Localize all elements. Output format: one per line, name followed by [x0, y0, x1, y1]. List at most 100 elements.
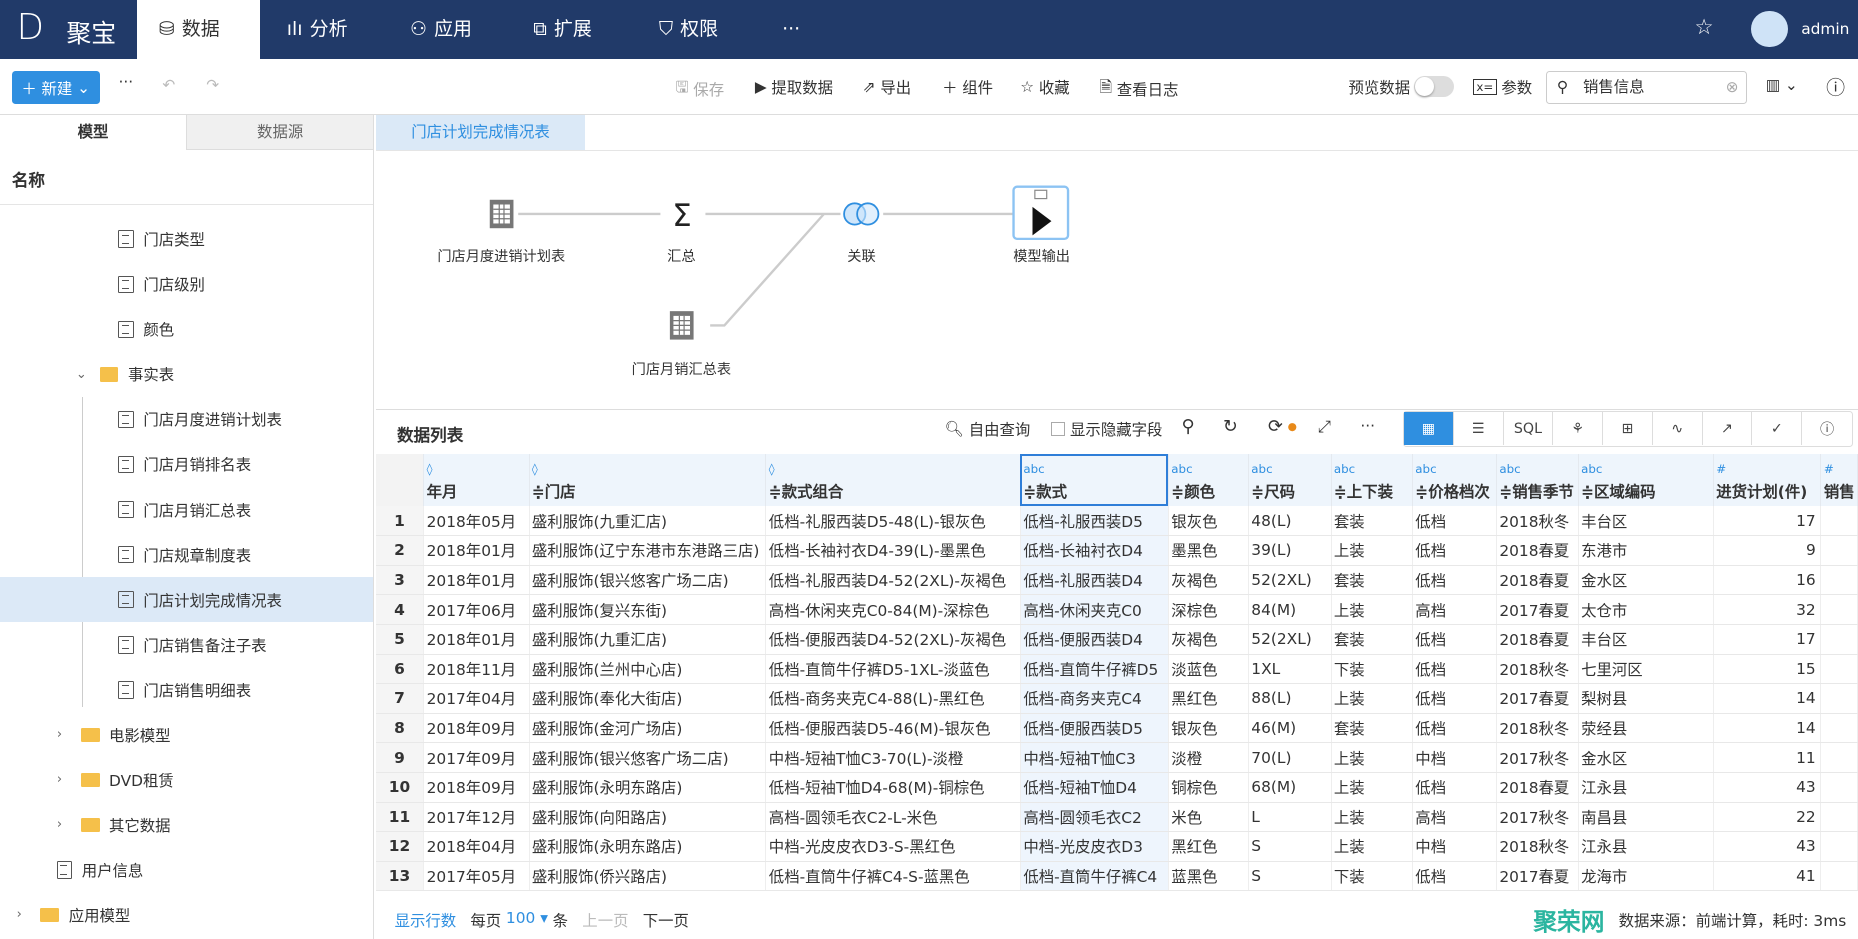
table-cell[interactable]: 2017年06月: [423, 594, 530, 625]
table-cell[interactable]: 低档-直筒牛仔裤C4: [1020, 861, 1169, 892]
table-cell[interactable]: 黑红色: [1168, 683, 1249, 714]
chevron-right-icon[interactable]: ›: [56, 772, 63, 788]
table-cell[interactable]: 22: [1713, 802, 1822, 833]
tree-view-icon[interactable]: ⊞: [1603, 412, 1653, 446]
pulse-icon[interactable]: ∿: [1653, 412, 1703, 446]
column-header[interactable]: abc ≑销售季节: [1496, 453, 1579, 506]
table-cell[interactable]: 江永县: [1578, 772, 1714, 803]
table-cell[interactable]: [1820, 565, 1858, 596]
table-cell[interactable]: 铜棕色: [1168, 772, 1249, 803]
layout-button[interactable]: ▥ ⌄: [1766, 76, 1798, 94]
table-cell[interactable]: 2017春夏: [1496, 594, 1579, 625]
table-cell[interactable]: 低档-直筒牛仔裤C4-S-蓝黑色: [765, 861, 1021, 892]
table-cell[interactable]: 蓝黑色: [1168, 861, 1249, 892]
table-cell[interactable]: 41: [1713, 861, 1822, 892]
column-header[interactable]: ◊ ≑款式组合: [765, 453, 1021, 506]
tree-item[interactable]: 门店类型: [0, 217, 373, 262]
table-cell[interactable]: 2018春夏: [1496, 772, 1579, 803]
tab-model[interactable]: 模型: [77, 122, 109, 141]
table-cell[interactable]: 2018年01月: [423, 535, 530, 566]
table-cell[interactable]: 中档: [1412, 742, 1497, 773]
table-cell[interactable]: 52(2XL): [1248, 624, 1332, 655]
table-cell[interactable]: 盛利服饰(银兴悠客广场二店): [529, 742, 767, 773]
table-cell[interactable]: 32: [1713, 594, 1822, 625]
table-cell[interactable]: 低档-礼服西装D4-52(2XL)-灰褐色: [765, 565, 1021, 596]
table-cell[interactable]: 2018年09月: [423, 772, 530, 803]
table-cell[interactable]: 2017秋冬: [1496, 802, 1579, 833]
table-cell[interactable]: 2018秋冬: [1496, 831, 1579, 862]
check-icon[interactable]: ✓: [1752, 412, 1803, 446]
table-cell[interactable]: 太仓市: [1578, 594, 1714, 625]
trend-icon[interactable]: ↗: [1703, 412, 1753, 446]
table-cell[interactable]: 黑红色: [1168, 831, 1249, 862]
sql-view-button[interactable]: SQL: [1504, 412, 1554, 446]
table-cell[interactable]: 上装: [1331, 742, 1413, 773]
table-cell[interactable]: 盛利服饰(永明东路店): [529, 831, 767, 862]
table-cell[interactable]: 银灰色: [1168, 505, 1249, 537]
nav-tab-extension[interactable]: ⧉ 扩展: [512, 0, 613, 59]
table-cell[interactable]: 盛利服饰(银兴悠客广场二店): [529, 565, 767, 596]
table-cell[interactable]: 上装: [1331, 802, 1413, 833]
table-cell[interactable]: 14: [1713, 683, 1822, 714]
column-header[interactable]: ◊ 年月: [423, 453, 530, 506]
table-cell[interactable]: 淡蓝色: [1168, 654, 1249, 685]
column-header[interactable]: # 进货计划(件): [1713, 453, 1822, 506]
table-cell[interactable]: 2018年09月: [423, 713, 530, 744]
nav-tab-permission[interactable]: ⛉ 权限: [638, 0, 740, 59]
table-cell[interactable]: 盛利服饰(金河广场店): [529, 713, 767, 744]
table-row[interactable]: 3 2018年01月 盛利服饰(银兴悠客广场二店) 低档-礼服西装D4-52(2XL)…: [375, 565, 1858, 596]
table-cell[interactable]: 16: [1713, 565, 1822, 596]
table-row[interactable]: 2 2018年01月 盛利服饰(辽宁东港市东港路三店) 低档-长袖衬衣D4-39(L)…: [375, 535, 1858, 566]
flow-node-label[interactable]: 汇总: [667, 249, 696, 266]
table-cell[interactable]: 低档-便服西装D5: [1020, 713, 1169, 744]
table-cell[interactable]: 低档: [1412, 535, 1497, 566]
table-cell[interactable]: 11: [1713, 742, 1822, 773]
table-cell[interactable]: 高档-休闲夹克C0-84(M)-深棕色: [765, 594, 1021, 625]
show-hidden-checkbox[interactable]: 显示隐藏字段: [1051, 418, 1162, 440]
table-row[interactable]: 11 2017年12月 盛利服饰(向阳路店) 高档-圆领毛衣C2-L-米色 高档-圆领毛…: [375, 802, 1858, 833]
table-cell[interactable]: 48(L): [1248, 505, 1332, 537]
more-icon[interactable]: ···: [1360, 416, 1376, 435]
table-cell[interactable]: 南昌县: [1578, 802, 1714, 833]
table-cell[interactable]: 2018春夏: [1496, 535, 1579, 566]
avatar[interactable]: [1751, 10, 1789, 48]
table-cell[interactable]: 中档-光皮皮衣D3-S-黑红色: [765, 831, 1021, 862]
table-cell[interactable]: 14: [1713, 713, 1822, 744]
table-cell[interactable]: 金水区: [1578, 742, 1714, 773]
table-cell[interactable]: 低档-直筒牛仔裤D5: [1020, 654, 1169, 685]
table-cell[interactable]: 2018年05月: [423, 505, 530, 537]
column-header[interactable]: abc ≑款式: [1020, 453, 1169, 506]
table-cell[interactable]: 2018秋冬: [1496, 654, 1579, 685]
table-cell[interactable]: 15: [1713, 654, 1822, 685]
table-cell[interactable]: 中档-短袖T恤C3: [1020, 742, 1169, 773]
nav-tab-data[interactable]: ⛁ 数据: [137, 0, 260, 60]
table-cell[interactable]: 低档: [1412, 505, 1497, 537]
table-cell[interactable]: 江永县: [1578, 831, 1714, 862]
new-button[interactable]: ＋新建 ⌄: [11, 71, 100, 105]
table-cell[interactable]: L: [1248, 802, 1332, 833]
column-header[interactable]: abc ≑颜色: [1168, 453, 1249, 506]
tree-item[interactable]: 门店月度进销计划表: [0, 397, 373, 442]
chevron-right-icon[interactable]: ›: [56, 817, 63, 833]
tree-item[interactable]: 门店级别: [0, 262, 373, 307]
component-button[interactable]: ＋组件: [942, 76, 993, 98]
table-cell[interactable]: [1820, 505, 1858, 537]
table-cell[interactable]: 灰褐色: [1168, 565, 1249, 596]
table-cell[interactable]: 上装: [1331, 831, 1413, 862]
table-cell[interactable]: S: [1248, 831, 1332, 862]
table-cell[interactable]: 2017春夏: [1496, 683, 1579, 714]
nav-tab-analysis[interactable]: ılı 分析: [265, 0, 368, 59]
column-header[interactable]: abc ≑尺码: [1248, 453, 1332, 506]
table-cell[interactable]: 46(M): [1248, 713, 1332, 744]
table-cell[interactable]: 68(M): [1248, 772, 1332, 803]
table-cell[interactable]: 中档: [1412, 831, 1497, 862]
table-cell[interactable]: 低档-短袖T恤D4-68(M)-铜棕色: [765, 772, 1021, 803]
table-cell[interactable]: 低档-礼服西装D5: [1020, 505, 1169, 537]
nav-more-button[interactable]: ···: [761, 0, 822, 59]
table-cell[interactable]: [1820, 772, 1858, 803]
params-button[interactable]: x= 参数: [1472, 76, 1532, 98]
table-cell[interactable]: 高档-圆领毛衣C2: [1020, 802, 1169, 833]
table-cell[interactable]: 低档-便服西装D4-52(2XL)-灰褐色: [765, 624, 1021, 655]
save-button[interactable]: 🖫 保存: [675, 76, 724, 102]
table-cell[interactable]: 低档-直筒牛仔裤D5-1XL-淡蓝色: [765, 654, 1021, 685]
